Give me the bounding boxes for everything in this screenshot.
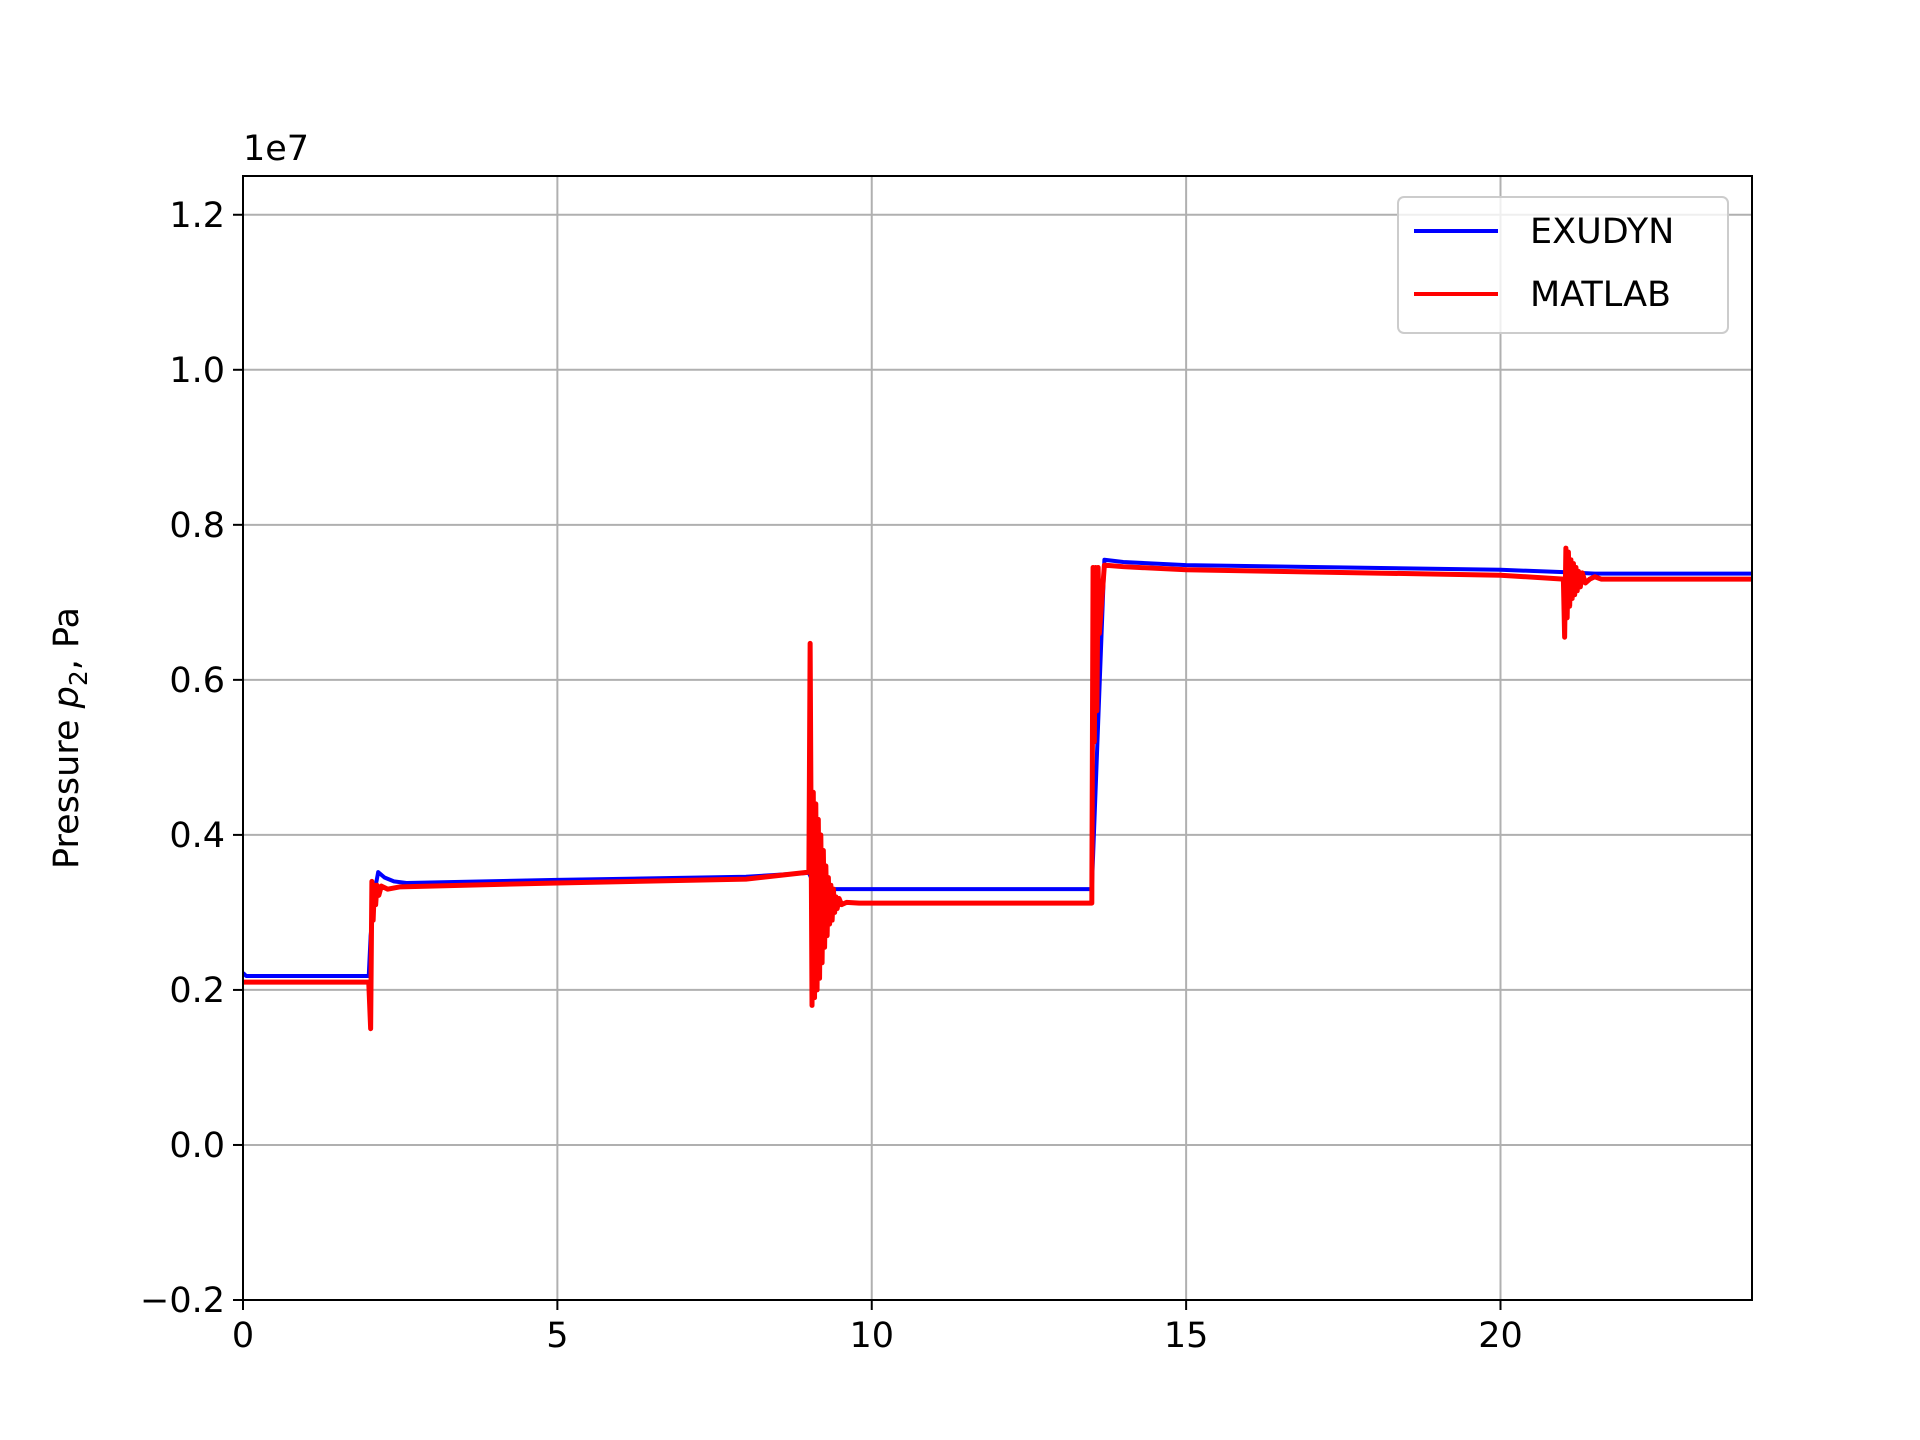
- axes-frame: [242, 175, 1753, 1301]
- x-tick-label: 0: [232, 1316, 254, 1356]
- y-axis-label-unit: , Pa: [47, 607, 87, 670]
- y-axis-label-text: Pressure: [47, 708, 87, 869]
- y-axis-label-subscript: 2: [64, 670, 93, 686]
- y-tick-label: 0.2: [169, 971, 225, 1011]
- series-line-matlab: [243, 545, 1752, 1032]
- y-axis-label-variable: p: [47, 686, 87, 709]
- legend-label-exudyn: EXUDYN: [1530, 212, 1674, 252]
- y-tick-label: 1.0: [169, 351, 225, 391]
- x-tick-label: 15: [1164, 1316, 1209, 1356]
- y-tick-label: −0.2: [140, 1281, 225, 1321]
- y-tick-label: 0.6: [169, 661, 225, 701]
- y-tick-label: 0.8: [169, 506, 225, 546]
- ticks: 0 5 10 15 20 −0.2 0.0 0.2 0.4 0.6 0.8 1.0 1.2: [140, 196, 1523, 1356]
- y-axis-label: Pressure p2, Pa: [47, 607, 93, 869]
- legend: EXUDYN MATLAB: [1397, 196, 1729, 334]
- x-tick-label: 10: [849, 1316, 894, 1356]
- x-tick-label: 20: [1478, 1316, 1523, 1356]
- grid: [242, 176, 1752, 1301]
- x-tick-label: 5: [546, 1316, 568, 1356]
- y-tick-label: 1.2: [169, 196, 225, 236]
- plot-area: [243, 545, 1752, 1032]
- legend-label-matlab: MATLAB: [1530, 275, 1671, 315]
- y-tick-label: 0.0: [169, 1126, 225, 1166]
- y-offset-text: 1e7: [243, 129, 309, 169]
- y-tick-label: 0.4: [169, 816, 225, 856]
